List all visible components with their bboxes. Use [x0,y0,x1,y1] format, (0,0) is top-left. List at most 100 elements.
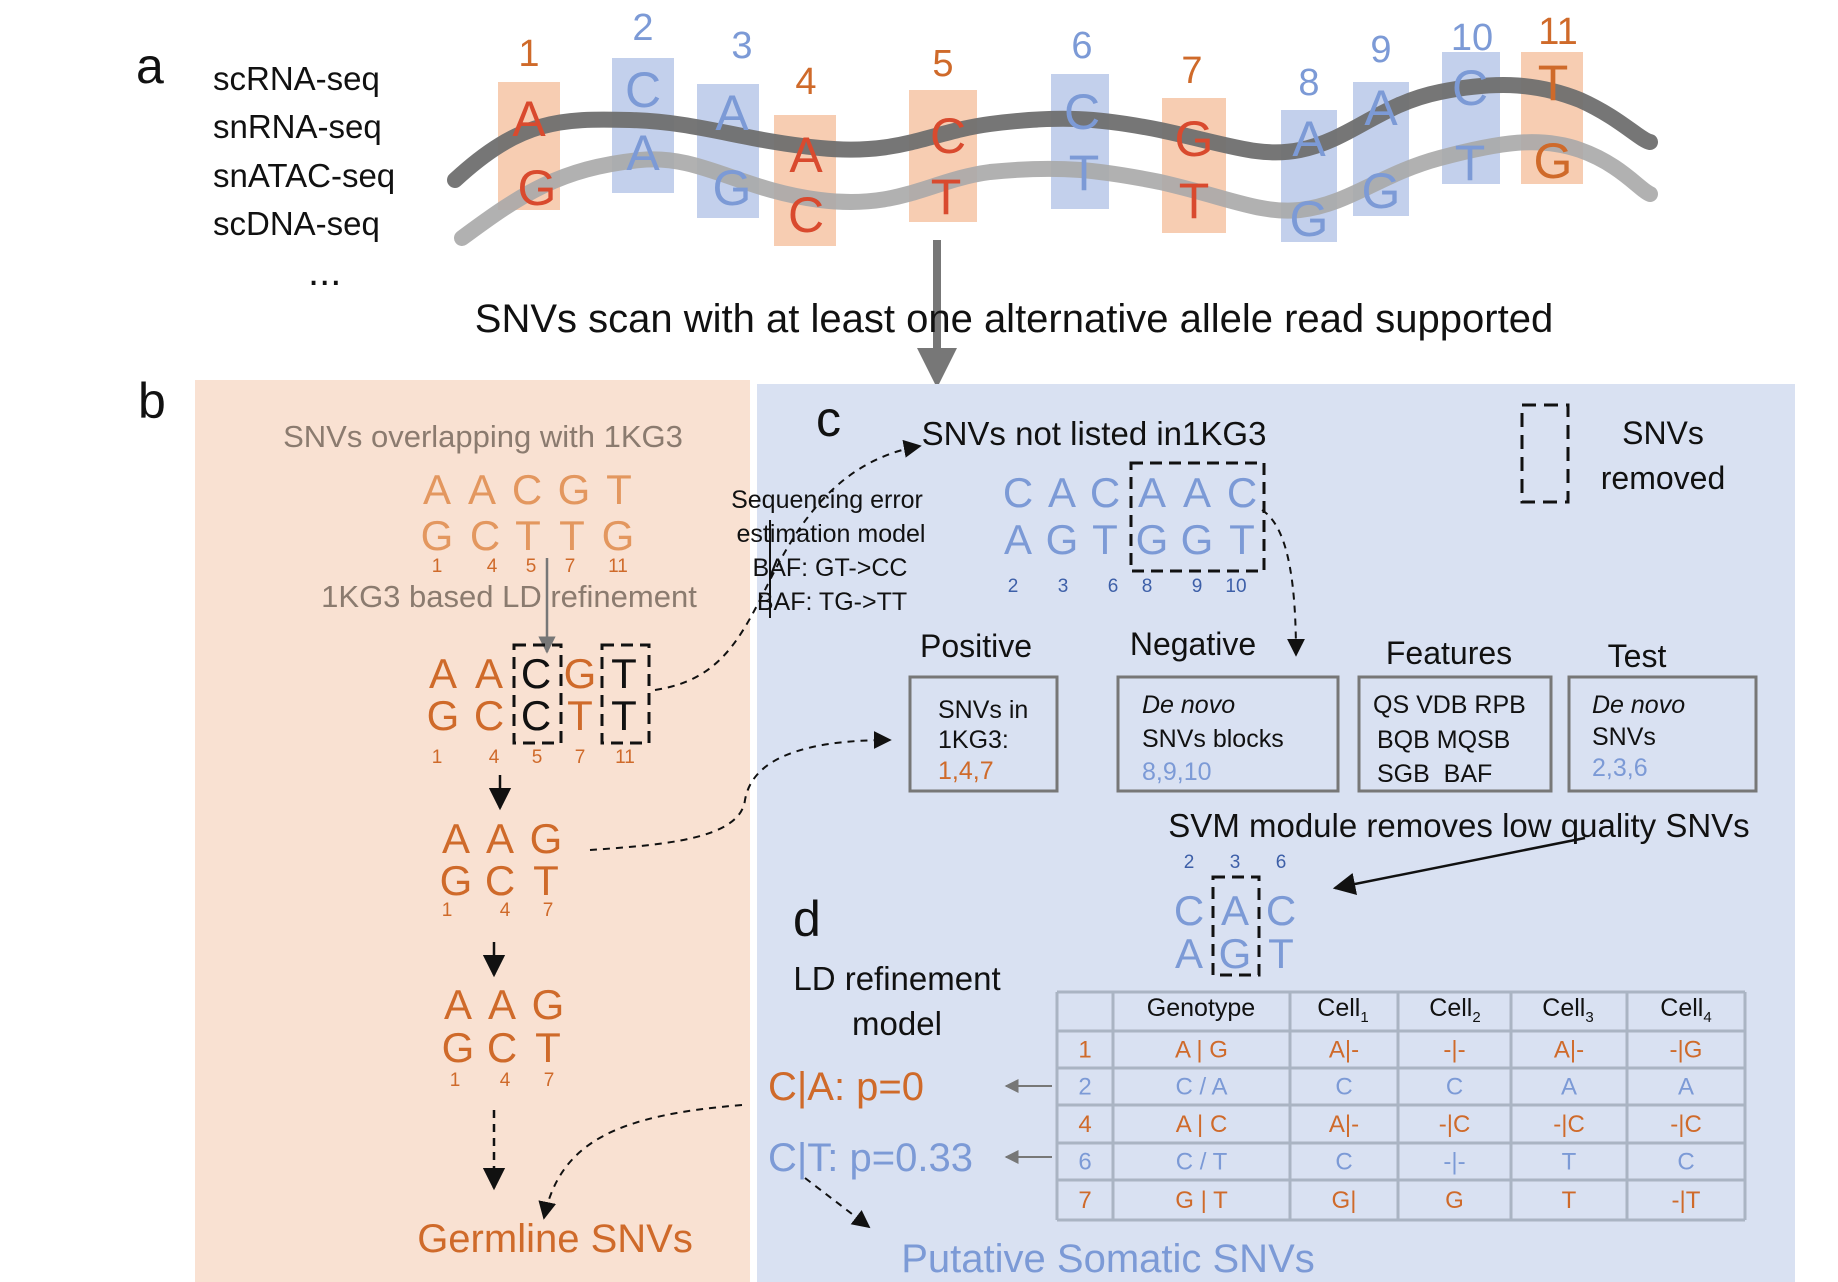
table-cell: -|- [1443,1149,1465,1176]
removed-box [600,643,651,745]
site-allele-top: A [1364,80,1398,136]
filtered-positions: 1 4 7 [442,900,554,921]
allele: A [1183,469,1211,516]
header-cell: Cell3 [1542,994,1593,1026]
header-label: Cell [1542,994,1585,1022]
not-listed-title: SNVs not listed in1KG3 [922,415,1267,452]
allele: T [567,692,593,739]
position-number: 4 [500,900,511,921]
position-number: 4 [500,1070,511,1091]
positive-box [908,675,1059,793]
allele: A [442,815,470,862]
negative-line: SNVs blocks [1142,725,1284,753]
dashed-link [804,1177,871,1229]
assay-label: scDNA-seq [213,205,380,242]
position-number: 3 [1230,852,1241,873]
table-cell: C [1677,1149,1694,1176]
site-labels: 1 A G 2 C A 3 A G 4 A C 5 C T 6 C T 7 G … [512,7,1577,247]
site-allele-bottom: G [1362,163,1401,219]
table-cell: C [1335,1149,1352,1176]
position-number: 7 [565,556,576,577]
panel-b-letter: b [138,373,166,429]
site-allele-top: G [1175,111,1214,167]
site-allele-top: C [1452,60,1488,116]
table-cell: C [1335,1074,1352,1101]
position-number: 10 [1225,576,1246,597]
dna-strand-bottom [454,134,1658,246]
allele: T [1268,930,1294,977]
site-allele-bottom: G [1534,133,1573,189]
allele: G [440,857,473,904]
allele: G [1181,516,1214,563]
overlap-positions: 1 4 5 7 11 [432,556,628,577]
scan-label: SNVs scan with at least one alternative … [475,297,1553,341]
site-box [1521,52,1583,184]
position-number: 5 [526,556,537,577]
features-line: SGB BAF [1377,760,1492,788]
position-number: 1 [450,1070,461,1091]
allele: G [564,650,597,697]
overlap-title: SNVs overlapping with 1KG3 [283,419,683,454]
removed-legend-icon [1520,403,1570,504]
seq-error-line: BAF: GT->CC [753,554,908,582]
somatic-label: Putative Somatic SNVs [901,1237,1315,1281]
header-label: Cell [1660,994,1703,1022]
site-allele-bottom: T [931,169,962,225]
features-box [1357,675,1553,793]
site-allele-bottom: T [1179,173,1210,229]
allele: G [1219,930,1252,977]
ld-step-positions: 1 4 5 7 11 [432,747,635,768]
panel-b-background [195,380,750,1282]
allele: T [611,692,637,739]
allele: C [512,466,542,513]
svm-label: SVM module removes low quality SNVs [1168,807,1749,844]
features-title: Features [1386,635,1512,671]
site-allele-bottom: G [713,160,752,216]
position-number: 6 [1276,852,1287,873]
table-cell: A [1678,1074,1694,1101]
test-title: Test [1608,638,1667,674]
assay-label: snRNA-seq [213,108,382,145]
negative-line: De novo [1142,691,1235,719]
allele: G [1046,516,1079,563]
site-number: 8 [1298,62,1319,104]
dashed-link [654,439,922,691]
model-label: model [852,1005,942,1042]
prob-ca: C|A: p=0 [768,1065,924,1109]
table-cell: -|C [1670,1111,1702,1138]
allele: A [1221,887,1249,934]
allele: C [1174,887,1204,934]
positive-line: 1KG3: [938,726,1009,754]
allele: A [1175,930,1203,977]
site-allele-top: A [1292,111,1326,167]
allele: A [1138,469,1166,516]
site-allele-bottom: G [518,160,557,216]
allele: G [427,692,460,739]
removed-box [512,643,563,745]
position-number: 7 [543,900,554,921]
table-cell: A | C [1176,1111,1228,1138]
negative-value: 8,9,10 [1142,758,1212,786]
header-label: Cell [1429,994,1472,1022]
site-number: 6 [1071,25,1092,67]
overlap-alleles: A A C G T G C T T G [421,466,635,559]
table-cell: C [1446,1074,1463,1101]
site-allele-bottom: C [788,187,824,243]
position-number: 1 [432,556,443,577]
position-number: 8 [1142,576,1153,597]
site-number: 5 [932,43,953,85]
position-number: 7 [575,747,586,768]
allele: C [470,512,500,559]
header-cell: Genotype [1147,994,1255,1022]
position-number: 1 [442,900,453,921]
table-cell: -|C [1553,1111,1585,1138]
position-number: 4 [487,556,498,577]
site-allele-top: A [789,127,823,183]
dna-strand-top [447,77,1658,188]
allele: A [468,466,496,513]
table-cell: A|- [1329,1037,1359,1064]
assay-ellipsis: ... [308,250,341,294]
assay-label: snATAC-seq [213,157,395,194]
panel-c-background [757,384,1795,1282]
